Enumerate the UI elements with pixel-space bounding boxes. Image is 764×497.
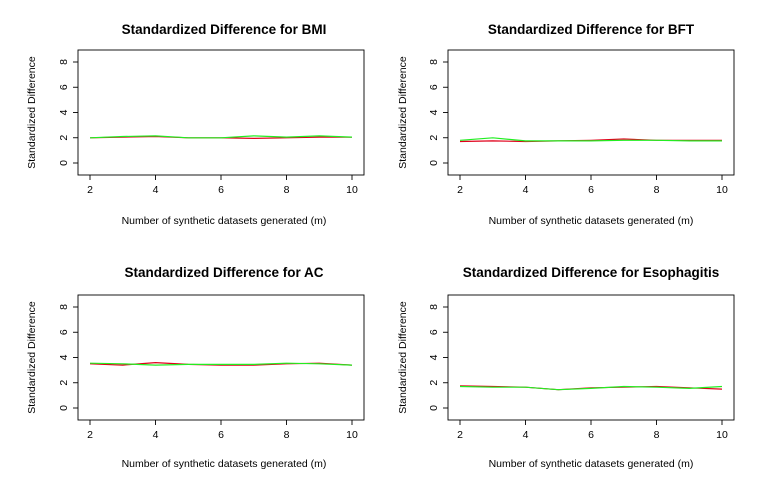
y-tick-label: 6: [428, 84, 440, 90]
plot-panel: Standardized Difference for AC 2 4 6 8 10 0 2 4 6…: [26, 265, 365, 470]
x-tick-label: 2: [457, 184, 463, 196]
x-tick-label: 6: [588, 184, 594, 196]
x-tick-label: 8: [654, 184, 660, 196]
chart-title: Standardized Difference for BFT: [488, 22, 695, 37]
x-axis-label: Number of synthetic datasets generated (…: [489, 215, 694, 227]
x-axis-label: Number of synthetic datasets generated (…: [122, 215, 327, 227]
x-axis-label: Number of synthetic datasets generated (…: [122, 458, 327, 470]
series-line-2: [459, 137, 722, 142]
y-tick-label: 2: [428, 135, 440, 141]
series-line-2: [459, 385, 723, 391]
y-axis-label: Standardized Difference: [26, 301, 38, 414]
y-tick-label: 6: [58, 84, 70, 90]
y-tick-label: 4: [58, 109, 70, 115]
y-tick-label: 2: [58, 380, 70, 386]
y-tick-label: 4: [428, 109, 440, 115]
y-axis-label: Standardized Difference: [397, 56, 409, 169]
x-tick-label: 8: [654, 429, 660, 441]
x-tick-label: 6: [218, 429, 224, 441]
y-tick-label: 4: [58, 354, 70, 360]
y-axis-label: Standardized Difference: [26, 56, 38, 169]
y-tick-label: 0: [428, 405, 440, 411]
plot-frame: [447, 49, 735, 176]
x-tick-label: 2: [457, 429, 463, 441]
plot-panel: Standardized Difference for Esophagitis 2…: [397, 265, 735, 470]
plot-frame: [77, 49, 365, 176]
x-tick-label: 8: [284, 184, 290, 196]
y-tick-label: 0: [428, 160, 440, 166]
x-axis-label: Number of synthetic datasets generated (…: [489, 458, 694, 470]
chart-title: Standardized Difference for BMI: [122, 22, 327, 37]
y-axis-label: Standardized Difference: [397, 301, 409, 414]
x-tick-label: 4: [153, 429, 159, 441]
plot-panel: Standardized Difference for BFT 2 4 6 8 10 0 2 4…: [397, 22, 735, 227]
x-tick-label: 4: [153, 184, 159, 196]
x-tick-label: 10: [716, 184, 728, 196]
x-tick-label: 6: [218, 184, 224, 196]
y-tick-label: 0: [58, 405, 70, 411]
y-tick-label: 8: [58, 59, 70, 65]
y-tick-label: 8: [428, 304, 440, 310]
x-tick-label: 2: [87, 184, 93, 196]
x-tick-label: 4: [523, 184, 529, 196]
chart-title: Standardized Difference for Esophagitis: [463, 265, 720, 280]
y-tick-label: 6: [58, 329, 70, 335]
y-tick-label: 2: [428, 380, 440, 386]
y-tick-label: 6: [428, 329, 440, 335]
x-tick-label: 6: [588, 429, 594, 441]
y-tick-label: 0: [58, 160, 70, 166]
plot-frame: [447, 294, 735, 421]
y-tick-label: 4: [428, 354, 440, 360]
series-line-2: [89, 135, 353, 139]
plot-panel: Standardized Difference for BMI 2 4 6 8 10 0 2 4…: [26, 22, 365, 227]
x-tick-label: 10: [346, 429, 358, 441]
x-tick-label: 8: [284, 429, 290, 441]
y-tick-label: 2: [58, 135, 70, 141]
x-tick-label: 4: [523, 429, 529, 441]
x-tick-label: 2: [87, 429, 93, 441]
y-tick-label: 8: [58, 304, 70, 310]
chart-title: Standardized Difference for AC: [124, 265, 323, 280]
plot-frame: [77, 294, 365, 421]
x-tick-label: 10: [716, 429, 728, 441]
x-tick-label: 10: [346, 184, 358, 196]
series-line-2: [89, 362, 353, 366]
y-tick-label: 8: [428, 59, 440, 65]
